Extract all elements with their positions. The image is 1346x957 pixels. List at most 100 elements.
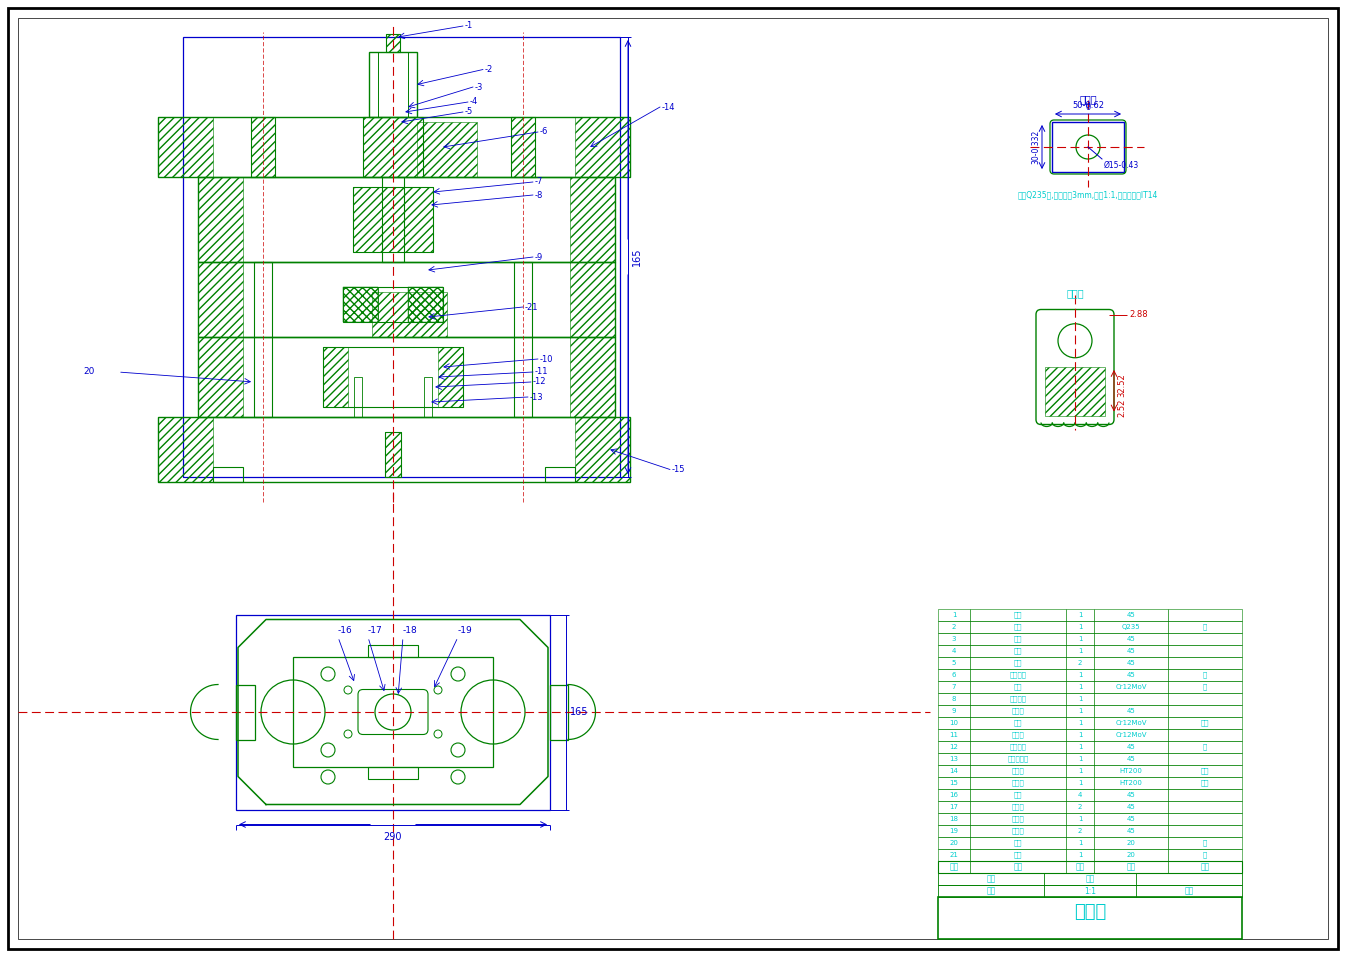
Text: 290: 290 — [384, 833, 402, 842]
Bar — [938, 873, 1242, 885]
Text: 20: 20 — [83, 367, 94, 376]
Text: -13: -13 — [530, 392, 544, 402]
Bar — [213, 467, 244, 482]
Text: 7: 7 — [952, 684, 956, 690]
Bar — [938, 741, 1242, 753]
Text: -21: -21 — [525, 302, 538, 311]
Text: 钢: 钢 — [1203, 744, 1207, 750]
Text: 19: 19 — [949, 828, 958, 834]
Bar — [198, 262, 244, 337]
Bar — [363, 117, 423, 177]
Bar — [938, 825, 1242, 837]
Text: 1: 1 — [1078, 768, 1082, 774]
Text: 凹模固定板: 凹模固定板 — [1007, 756, 1028, 763]
Text: 17: 17 — [949, 804, 958, 810]
Bar — [938, 849, 1242, 861]
Bar — [371, 292, 447, 337]
Text: 45: 45 — [1127, 636, 1136, 642]
Text: 1: 1 — [1078, 684, 1082, 690]
Text: 备注: 备注 — [1201, 862, 1210, 872]
Text: 18: 18 — [949, 816, 958, 822]
Bar — [378, 52, 408, 117]
Bar — [386, 34, 400, 52]
Bar — [938, 657, 1242, 669]
Text: 导柱: 导柱 — [1014, 839, 1022, 846]
Bar — [157, 117, 630, 177]
Bar — [938, 753, 1242, 765]
Text: 2: 2 — [952, 624, 956, 630]
Text: 45: 45 — [1127, 828, 1136, 834]
Bar — [938, 897, 1242, 939]
Bar — [386, 34, 400, 52]
Text: 45: 45 — [1127, 792, 1136, 798]
Bar — [938, 621, 1242, 633]
Text: 导弹销: 导弹销 — [1012, 804, 1024, 811]
Text: 45: 45 — [1127, 660, 1136, 666]
Text: -19: -19 — [458, 626, 472, 635]
Text: 20: 20 — [949, 840, 958, 846]
Bar — [511, 117, 534, 177]
Text: -11: -11 — [534, 367, 549, 376]
Bar — [938, 813, 1242, 825]
Bar — [938, 681, 1242, 693]
Text: Cr12MoV: Cr12MoV — [1116, 720, 1147, 726]
Text: 定位销: 定位销 — [1012, 828, 1024, 835]
Text: -7: -7 — [534, 177, 544, 187]
Bar — [183, 37, 621, 477]
Bar — [938, 645, 1242, 657]
Text: 序号: 序号 — [949, 862, 958, 872]
Bar — [353, 187, 433, 252]
Text: 45: 45 — [1127, 804, 1136, 810]
Text: 9: 9 — [952, 708, 956, 714]
Text: 4: 4 — [952, 648, 956, 654]
Text: 165: 165 — [633, 248, 642, 266]
Text: 12: 12 — [949, 744, 958, 750]
Text: 钢: 钢 — [1203, 672, 1207, 679]
Text: -4: -4 — [470, 98, 478, 106]
Bar — [198, 337, 244, 417]
Text: 钢: 钢 — [1203, 839, 1207, 846]
Text: -17: -17 — [367, 626, 382, 635]
Text: 凸模: 凸模 — [1014, 683, 1022, 690]
Text: 3: 3 — [952, 636, 956, 642]
Text: -9: -9 — [534, 253, 544, 261]
Text: 45: 45 — [1127, 744, 1136, 750]
Text: 8: 8 — [952, 696, 956, 702]
Text: -12: -12 — [533, 377, 546, 387]
Text: 日期: 日期 — [1085, 875, 1094, 883]
Text: HT200: HT200 — [1120, 780, 1143, 786]
Bar — [382, 177, 404, 262]
Text: 10: 10 — [949, 720, 958, 726]
Text: 1: 1 — [1078, 756, 1082, 762]
Bar — [385, 432, 401, 477]
Bar — [437, 347, 463, 407]
Text: 制图: 制图 — [987, 875, 996, 883]
Text: 1: 1 — [1078, 648, 1082, 654]
Text: 13: 13 — [949, 756, 958, 762]
Bar — [157, 417, 213, 482]
Text: 2: 2 — [1078, 828, 1082, 834]
Text: -6: -6 — [540, 127, 548, 137]
Text: 2.88: 2.88 — [1129, 310, 1148, 319]
Bar — [511, 117, 534, 177]
Text: 卸料顶杆: 卸料顶杆 — [1010, 744, 1027, 750]
Text: 11: 11 — [949, 732, 958, 738]
Bar — [551, 684, 568, 740]
Text: 下模座: 下模座 — [1012, 780, 1024, 787]
Text: 1: 1 — [1078, 780, 1082, 786]
Text: 32.52: 32.52 — [1117, 373, 1127, 397]
Bar — [323, 347, 349, 407]
Text: 卸料板: 卸料板 — [1012, 707, 1024, 714]
Bar — [514, 262, 532, 417]
Text: 数量: 数量 — [1075, 862, 1085, 872]
Text: 套杆: 套杆 — [1014, 648, 1022, 655]
Text: 20: 20 — [1127, 840, 1136, 846]
Bar — [353, 187, 433, 252]
Text: 垫板: 垫板 — [1014, 659, 1022, 666]
Text: 16: 16 — [949, 792, 958, 798]
Bar — [938, 609, 1242, 621]
Bar — [938, 789, 1242, 801]
Text: -3: -3 — [475, 82, 483, 92]
Bar — [938, 729, 1242, 741]
Text: -8: -8 — [534, 190, 544, 199]
